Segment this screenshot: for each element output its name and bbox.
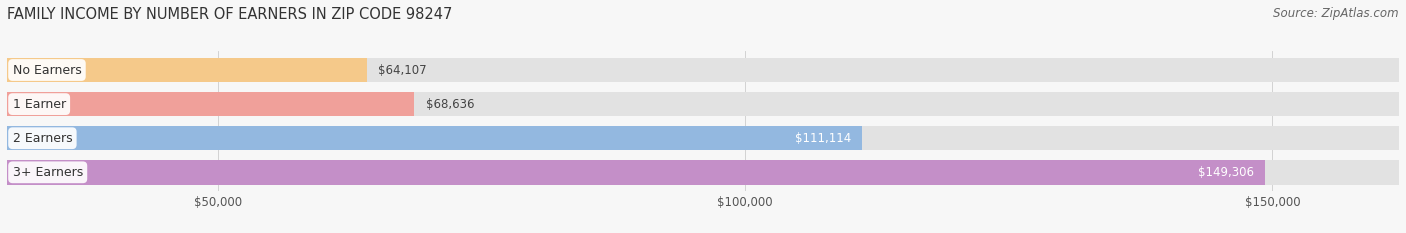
Bar bbox=[7, 58, 1399, 82]
Bar bbox=[7, 126, 1399, 151]
Bar bbox=[7, 92, 1399, 116]
Text: $149,306: $149,306 bbox=[1198, 166, 1254, 179]
Bar bbox=[7, 160, 1265, 185]
Text: 3+ Earners: 3+ Earners bbox=[13, 166, 83, 179]
Bar bbox=[7, 160, 1399, 185]
Text: 1 Earner: 1 Earner bbox=[13, 98, 66, 111]
Bar bbox=[7, 92, 415, 116]
Text: $68,636: $68,636 bbox=[426, 98, 474, 111]
Text: $111,114: $111,114 bbox=[794, 132, 851, 145]
Bar bbox=[7, 58, 367, 82]
Text: $64,107: $64,107 bbox=[378, 64, 426, 76]
Text: Source: ZipAtlas.com: Source: ZipAtlas.com bbox=[1274, 7, 1399, 20]
Text: No Earners: No Earners bbox=[13, 64, 82, 76]
Bar bbox=[7, 126, 862, 151]
Text: 2 Earners: 2 Earners bbox=[13, 132, 72, 145]
Text: FAMILY INCOME BY NUMBER OF EARNERS IN ZIP CODE 98247: FAMILY INCOME BY NUMBER OF EARNERS IN ZI… bbox=[7, 7, 453, 22]
